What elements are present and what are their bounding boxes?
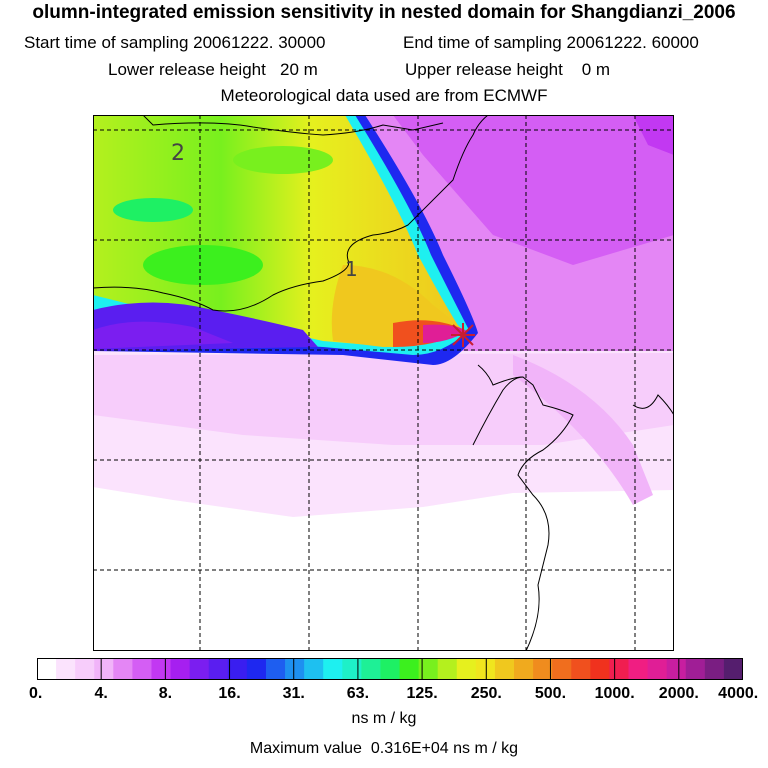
colorbar-tick-label: 16. [218,685,241,702]
colorbar-swatch [494,658,515,680]
met-data-line: Meteorological data used are from ECMWF [220,86,548,105]
colorbar-swatch [132,658,152,680]
upper-right-corner [633,115,674,155]
colorbar-units: ns m / kg [351,710,417,727]
green-patch [143,245,263,285]
colorbar-swatch [342,658,362,680]
colorbar-swatch [552,658,572,680]
colorbar [37,658,743,680]
lat-lon-grid [93,115,674,651]
green-patch [113,198,193,222]
colorbar-swatch [399,658,420,680]
colorbar-swatch [723,658,743,680]
lower-height-line: Lower release height 20 m [108,60,318,80]
lower-height-label: Lower release height [108,60,266,79]
southwest-band-inner [93,321,233,349]
colorbar-swatch [666,658,687,680]
colorbar-swatch [170,658,191,680]
colorbar-frame [37,658,743,680]
lower-height-value: 20 m [280,60,318,79]
start-time-value: 20061222. 30000 [193,33,326,52]
colorbar-swatch [189,658,210,680]
emission-sensitivity-map: 2 1 [93,115,674,651]
colorbar-swatch [456,658,477,680]
colorbar-swatch [246,658,267,680]
colorbar-swatch [609,658,630,680]
colorbar-swatch [437,658,458,680]
colorbar-swatch [590,658,610,680]
colorbar-swatch [704,658,725,680]
colorbar-swatch [37,658,57,680]
colorbar-swatch [628,658,649,680]
plot-title: olumn-integrated emission sensitivity in… [32,2,736,23]
colorbar-swatch [533,658,553,680]
release-site-marker [451,323,475,347]
colorbar-swatch [418,658,439,680]
colorbar-swatch [113,658,133,680]
colorbar-swatch [514,658,534,680]
colorbar-swatch [380,658,401,680]
colorbar-swatch [151,658,172,680]
colorbar-swatch [56,658,76,680]
max-value-units: ns m / kg [453,740,519,757]
colorbar-tick-label: 2000. [658,685,699,702]
colorbar-swatch [75,658,95,680]
coastline-borders [93,115,674,651]
colorbar-swatch [94,658,114,680]
colorbar-tick-label: 500. [534,685,567,702]
colorbar-swatch [685,658,706,680]
colorbar-tick-label: 250. [470,685,502,702]
end-time-label: End time of sampling [403,33,562,52]
colorbar-swatch [285,658,305,680]
contour-label-2: 2 [171,141,185,166]
contour-label-1: 1 [345,257,358,281]
end-time-line: End time of sampling 20061222. 60000 [403,33,699,53]
colorbar-tick-label: 63. [346,685,370,702]
colorbar-swatch [475,658,496,680]
colorbar-swatch [208,658,229,680]
start-time-line: Start time of sampling 20061222. 30000 [24,33,326,53]
start-time-label: Start time of sampling [24,33,189,52]
colorbar-tick-label: 4000. [718,685,759,702]
upper-height-line: Upper release height 0 m [405,60,610,80]
colorbar-tick-label: 31. [282,685,305,702]
colorbar-tick-label: 125. [406,685,438,702]
upper-height-label: Upper release height [405,60,563,79]
colorbar-tick-label: 4. [94,685,108,702]
colorbar-tick-label: 1000. [594,685,635,702]
colorbar-tick-label: 0. [28,685,43,702]
colorbar-swatch [361,658,381,680]
map-frame [93,115,674,651]
pink-streak [513,355,653,505]
colorbar-swatch [323,658,343,680]
colorbar-swatch [571,658,591,680]
upper-height-value: 0 m [581,60,611,79]
green-patch [233,146,333,174]
max-value: 0.316E+04 [370,740,449,757]
max-value-label: Maximum value [249,740,362,757]
colorbar-swatch [304,658,324,680]
colorbar-tick-label: 8. [158,685,173,702]
colorbar-swatch [227,658,248,680]
maximum-value-line: Maximum value 0.316E+04 ns m / kg [0,740,768,758]
end-time-value: 20061222. 60000 [566,33,699,52]
colorbar-swatch [265,658,286,680]
colorbar-swatch [647,658,668,680]
